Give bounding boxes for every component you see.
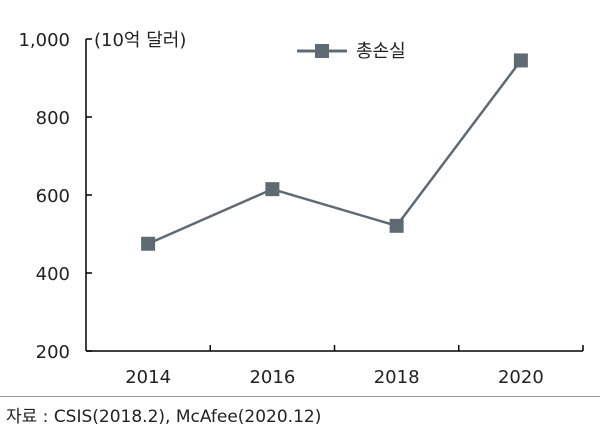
loss-line-chart: 200 400 600 800 1,000 2014 2016 2018 2020 (10억 …	[18, 30, 584, 388]
y-tick-label: 200	[36, 342, 70, 363]
y-tick-label: 1,000	[18, 30, 70, 51]
y-tick-label: 600	[36, 186, 70, 207]
legend-series-label: 총손실	[356, 41, 406, 62]
x-tick-label: 2018	[374, 367, 420, 388]
data-point-marker	[265, 182, 280, 197]
series-line	[147, 59, 522, 245]
y-tick-label: 800	[36, 108, 70, 129]
source-divider	[0, 396, 600, 397]
source-note: 자료 : CSIS(2018.2), McAfee(2020.12)	[6, 407, 322, 427]
data-point-marker	[389, 218, 404, 233]
legend: 총손실	[297, 41, 406, 62]
y-unit-label: (10억 달러)	[94, 30, 186, 51]
plot-area	[141, 53, 528, 251]
y-axis: 200 400 600 800 1,000	[18, 30, 92, 363]
data-point-marker	[141, 236, 156, 251]
x-axis: 2014 2016 2018 2020	[86, 345, 584, 388]
x-tick-label: 2016	[249, 367, 295, 388]
x-tick-label: 2014	[125, 367, 171, 388]
data-point-marker	[513, 53, 528, 68]
legend-square-marker	[315, 44, 329, 58]
y-tick-label: 400	[36, 264, 70, 285]
x-tick-label: 2020	[498, 367, 544, 388]
